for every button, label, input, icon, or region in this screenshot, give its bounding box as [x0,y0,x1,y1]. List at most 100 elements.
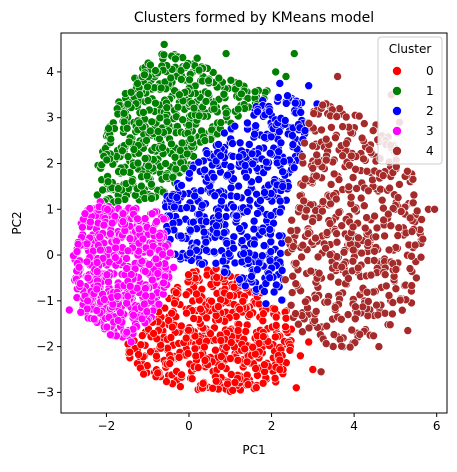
data-point [177,321,186,331]
data-point [146,60,155,70]
data-point [137,256,147,266]
data-point [133,214,142,224]
data-point [344,274,353,283]
data-point [114,184,123,193]
data-point [242,357,252,367]
data-point [257,251,267,260]
data-point [202,149,212,158]
data-point [186,225,195,235]
legend-label: 1 [426,84,434,98]
data-point [177,138,187,148]
data-point [122,327,132,337]
data-point [350,314,360,324]
data-point [294,319,303,329]
data-point [183,349,193,358]
data-point [252,265,262,274]
data-point [351,165,360,174]
data-point [202,217,211,226]
data-point [219,90,229,99]
data-point [245,310,254,319]
data-point [210,191,220,200]
legend-item-3: 3 [392,124,434,138]
data-point [288,140,298,149]
data-point [175,90,184,99]
data-point [430,205,439,214]
data-point [219,228,229,237]
data-point [126,270,136,279]
data-point [374,342,384,351]
data-point [185,248,195,258]
data-point [291,383,301,393]
data-point [190,331,200,341]
data-point [265,148,275,158]
data-point [80,209,90,218]
data-point [338,151,347,160]
data-point [354,233,363,243]
data-point [147,179,156,189]
data-point [331,194,341,204]
data-point [265,273,275,283]
data-point [331,133,340,142]
data-point [102,322,112,332]
data-point [235,304,244,314]
data-point [106,134,116,144]
data-point [412,206,422,216]
data-point [151,98,160,108]
data-point [190,344,200,354]
data-point [222,239,232,248]
data-point [256,196,265,205]
data-point [155,231,164,240]
data-point [363,297,373,306]
data-point [297,152,307,161]
data-point [416,252,426,262]
data-point [405,264,415,273]
data-point [204,76,213,85]
data-point [291,279,301,289]
data-point [212,228,222,238]
data-point [248,342,257,352]
data-point [403,326,413,335]
legend-marker [392,86,402,96]
data-point [289,49,299,58]
data-point [288,242,298,251]
y-axis-label: PC2 [10,211,24,234]
data-point [211,376,221,386]
data-point [418,234,428,244]
data-point [247,149,257,159]
data-point [377,195,387,205]
data-point [226,162,236,171]
data-point [385,183,394,193]
data-point [345,160,354,170]
data-point [154,299,164,309]
data-point [300,126,310,135]
data-point [155,113,165,123]
data-point [379,215,388,225]
data-point [176,231,186,241]
data-point [302,205,311,215]
data-point [308,141,318,151]
data-point [137,314,147,324]
data-point [73,239,83,249]
data-point [288,131,297,140]
data-point [271,67,281,77]
data-point [336,314,346,324]
x-axis-ticks: −2 0 2 4 6 [98,413,440,433]
data-point [191,351,201,361]
data-point [311,293,320,303]
data-point [271,321,281,330]
data-point [352,184,361,193]
data-point [314,268,324,278]
data-point [129,310,138,320]
series-0 [123,264,318,396]
data-point [281,99,291,108]
data-point [380,270,390,279]
data-point [332,229,341,238]
data-point [332,112,342,121]
data-point [218,256,228,266]
data-point [184,325,193,335]
data-point [251,383,261,392]
data-point [286,226,296,236]
data-point [165,248,175,258]
data-point [343,310,353,319]
data-point [407,227,417,236]
